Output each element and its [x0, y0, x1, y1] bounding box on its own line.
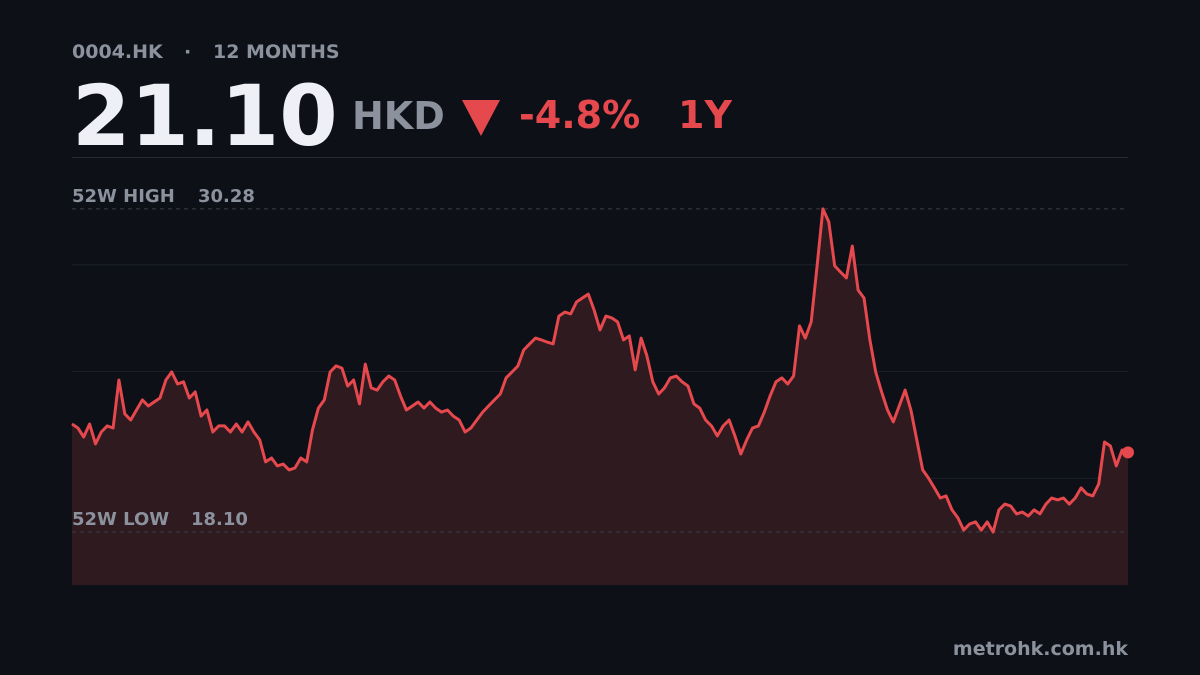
- low-label: 52W LOW: [72, 509, 169, 530]
- plot: 52W HIGH 30.28 52W LOW 18.10: [71, 186, 1134, 585]
- high-label: 52W HIGH: [72, 186, 175, 207]
- change: -4.8%: [519, 93, 640, 137]
- price-line: [71, 207, 1129, 534]
- range: 1Y: [678, 93, 732, 137]
- high-value: 30.28: [198, 186, 255, 207]
- last-point: [1122, 446, 1134, 459]
- period: 12 MONTHS: [213, 41, 340, 63]
- down-arrow: [462, 100, 500, 136]
- ticker: 0004.HK: [72, 41, 164, 63]
- currency: HKD: [352, 94, 445, 138]
- separator: ·: [184, 41, 191, 63]
- low-value: 18.10: [191, 509, 248, 530]
- source: metrohk.com.hk: [953, 638, 1128, 660]
- price: 21.10: [72, 67, 338, 165]
